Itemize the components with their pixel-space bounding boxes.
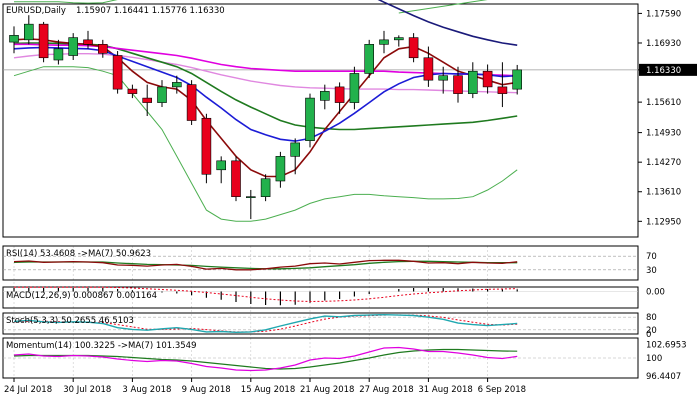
x-axis-tick-label: 9 Aug 2018 [182, 385, 231, 395]
candle-bull [349, 73, 360, 103]
x-axis-tick-label: 15 Aug 2018 [241, 385, 295, 395]
momentum-ma-line [13, 348, 518, 370]
price-pane-frame [2, 3, 639, 238]
ema-blue-line [13, 46, 518, 142]
x-axis-tick-label: 30 Jul 2018 [63, 385, 111, 395]
candle-bull [467, 70, 478, 94]
candle-bull [290, 142, 301, 157]
price-y-tick-label: 1.12950 [646, 217, 681, 227]
candle-bull [305, 97, 315, 141]
candle-bear [201, 117, 212, 175]
price-y-tick-label: 1.14930 [646, 129, 681, 139]
price-y-tick-label: 1.14270 [646, 158, 681, 168]
macd-signal-line [14, 286, 518, 303]
stoch-label: Stoch(5,3,3) 50.2655 46.5103 [6, 316, 134, 326]
rsi-line [13, 259, 518, 271]
candle-bear [127, 88, 138, 94]
candle-bear [423, 57, 434, 81]
candle-bull [246, 196, 256, 198]
macd-pane-frame [2, 286, 639, 309]
candle-bear [408, 37, 419, 59]
price-y-tick-label: 1.16930 [646, 39, 681, 49]
rsi-y-tick-label: 70 [646, 252, 657, 262]
rsi-pane-frame [2, 245, 639, 281]
stoch-pane-frame [2, 312, 639, 335]
candle-bull [512, 69, 523, 90]
stoch-y-tick-label: 0 [646, 330, 651, 340]
rsi-y-tick-label: 30 [646, 266, 657, 276]
candle-bear [98, 44, 108, 54]
macd-y-tick-label: 0.00 [646, 288, 665, 298]
current-price-tag [639, 63, 697, 76]
candle-bear [38, 23, 49, 59]
bollinger-upper-line [14, 0, 488, 14]
candle-bear [231, 160, 241, 197]
stoch-y-tick-label: 20 [646, 326, 657, 336]
x-axis-tick-label: 6 Sep 2018 [478, 385, 526, 395]
candle-bull [379, 39, 389, 45]
chart-ohlc-label: 1.15907 1.16441 1.15776 1.16330 [76, 6, 225, 16]
x-axis-tick-label: 27 Aug 2018 [359, 385, 413, 395]
candle-bull [275, 156, 286, 182]
momentum-y-tick-label: 102.6953 [646, 341, 687, 351]
rsi-label: RSI(14) 53.4608 ->MA(7) 50.9623 [6, 249, 151, 259]
ma-pink-line [13, 53, 518, 94]
ma-darkred-line [13, 38, 518, 178]
candle-bull [157, 86, 167, 103]
candle-bear [334, 86, 345, 103]
candle-bull [364, 44, 375, 74]
momentum-y-tick-label: 100 [646, 354, 662, 364]
candle-bull [53, 48, 64, 61]
candle-bear [112, 55, 123, 90]
candle-bear [497, 86, 508, 94]
ma-green-line [13, 42, 518, 131]
current-price-text: 1.16330 [646, 66, 681, 76]
momentum-y-tick-label: 96.4407 [646, 372, 681, 382]
momentum-line [13, 346, 518, 372]
x-axis-tick-label: 21 Aug 2018 [300, 385, 354, 395]
bollinger-lower-line [13, 66, 518, 222]
momentum-label: Momentum(14) 100.3225 ->MA(7) 101.3549 [6, 341, 196, 351]
candle-bull [68, 37, 78, 56]
candle-bear [83, 39, 93, 45]
candle-bull [438, 75, 449, 81]
candle-bull [9, 35, 19, 43]
candle-bull [260, 178, 271, 197]
chart-symbol-label: EURUSD,Daily [6, 6, 66, 16]
price-y-tick-label: 1.15610 [646, 98, 681, 108]
candle-bull [172, 82, 182, 88]
candle-bull [216, 160, 226, 171]
candle-bear [482, 70, 493, 88]
stoch-k-line [13, 313, 518, 334]
price-y-tick-label: 1.13610 [646, 188, 681, 198]
candle-bull [319, 91, 330, 101]
candle-bull [23, 23, 34, 41]
price-y-tick-label: 1.17590 [646, 9, 681, 19]
macd-label: MACD(12,26,9) 0.000867 0.001164 [6, 291, 157, 301]
ema-navy-line [377, 0, 518, 46]
stoch-y-tick-label: 80 [646, 313, 657, 323]
x-axis-tick-label: 24 Jul 2018 [4, 385, 52, 395]
candle-bear [186, 84, 197, 121]
candle-bear [453, 75, 463, 94]
x-axis-tick-label: 31 Aug 2018 [418, 385, 472, 395]
candle-bear [142, 97, 152, 103]
stoch-d-line [13, 314, 518, 333]
candle-bull [393, 37, 404, 41]
x-axis-tick-label: 3 Aug 2018 [122, 385, 171, 395]
